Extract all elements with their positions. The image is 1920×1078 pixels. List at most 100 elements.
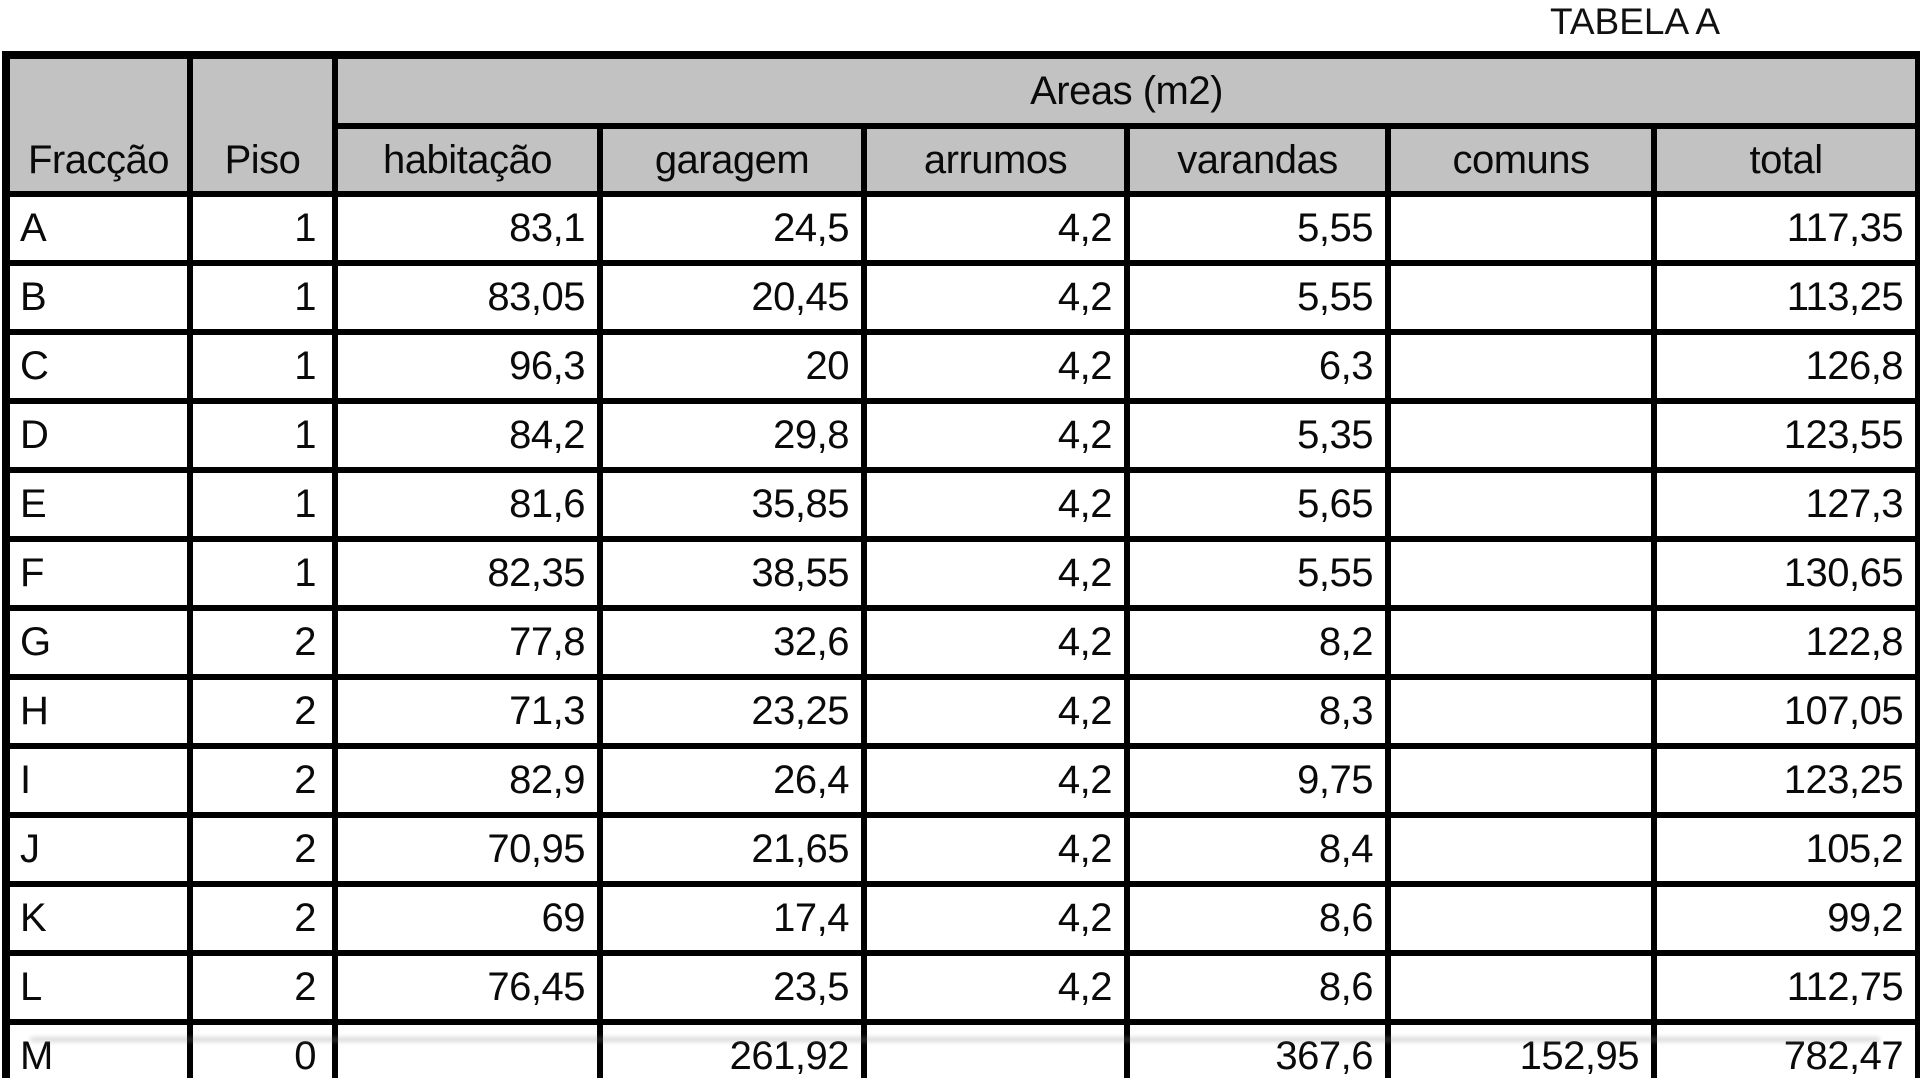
cell-total: 782,47 bbox=[1650, 1019, 1920, 1078]
table-row: K 2 69 17,4 4,2 8,6 99,2 bbox=[3, 881, 1920, 956]
cell-piso: 2 bbox=[187, 743, 338, 818]
cell-varandas: 5,65 bbox=[1124, 467, 1391, 542]
cell-piso: 1 bbox=[187, 260, 338, 335]
cell-comuns bbox=[1385, 329, 1657, 404]
table-row: D 1 84,2 29,8 4,2 5,35 123,55 bbox=[3, 398, 1920, 473]
cell-varandas: 5,55 bbox=[1124, 260, 1391, 335]
column-header-habitacao: habitação bbox=[332, 123, 603, 197]
cell-arrumos: 4,2 bbox=[861, 881, 1130, 956]
scan-artifact bbox=[30, 1037, 1880, 1042]
cell-fraccao: G bbox=[3, 605, 193, 680]
cell-total: 112,75 bbox=[1650, 950, 1920, 1025]
cell-habitacao: 69 bbox=[332, 881, 603, 956]
table-row: J 2 70,95 21,65 4,2 8,4 105,2 bbox=[3, 812, 1920, 887]
cell-garagem: 261,92 bbox=[597, 1019, 867, 1078]
cell-fraccao: F bbox=[3, 536, 193, 611]
cell-piso: 1 bbox=[187, 398, 338, 473]
cell-total: 99,2 bbox=[1650, 881, 1920, 956]
cell-total: 107,05 bbox=[1650, 674, 1920, 749]
cell-varandas: 6,3 bbox=[1124, 329, 1391, 404]
cell-piso: 1 bbox=[187, 329, 338, 404]
cell-comuns bbox=[1385, 398, 1657, 473]
table-row: M 0 261,92 367,6 152,95 782,47 bbox=[3, 1019, 1920, 1078]
cell-habitacao: 77,8 bbox=[332, 605, 603, 680]
cell-garagem: 24,5 bbox=[597, 191, 867, 266]
cell-varandas: 5,55 bbox=[1124, 536, 1391, 611]
column-header-total: total bbox=[1650, 123, 1920, 197]
cell-total: 123,25 bbox=[1650, 743, 1920, 818]
cell-piso: 1 bbox=[187, 467, 338, 542]
cell-total: 105,2 bbox=[1650, 812, 1920, 887]
column-header-arrumos: arrumos bbox=[861, 123, 1130, 197]
cell-arrumos: 4,2 bbox=[861, 743, 1130, 818]
cell-arrumos: 4,2 bbox=[861, 536, 1130, 611]
column-header-comuns: comuns bbox=[1385, 123, 1657, 197]
cell-total: 126,8 bbox=[1650, 329, 1920, 404]
cell-varandas: 8,2 bbox=[1124, 605, 1391, 680]
cell-habitacao: 82,35 bbox=[332, 536, 603, 611]
cell-fraccao: C bbox=[3, 329, 193, 404]
table-row: H 2 71,3 23,25 4,2 8,3 107,05 bbox=[3, 674, 1920, 749]
cell-habitacao: 71,3 bbox=[332, 674, 603, 749]
table-row: L 2 76,45 23,5 4,2 8,6 112,75 bbox=[3, 950, 1920, 1025]
cell-arrumos: 4,2 bbox=[861, 260, 1130, 335]
cell-piso: 1 bbox=[187, 191, 338, 266]
cell-piso: 2 bbox=[187, 812, 338, 887]
cell-varandas: 8,6 bbox=[1124, 950, 1391, 1025]
table-row: G 2 77,8 32,6 4,2 8,2 122,8 bbox=[3, 605, 1920, 680]
cell-garagem: 35,85 bbox=[597, 467, 867, 542]
cell-garagem: 21,65 bbox=[597, 812, 867, 887]
cell-piso: 2 bbox=[187, 881, 338, 956]
cell-garagem: 29,8 bbox=[597, 398, 867, 473]
cell-varandas: 9,75 bbox=[1124, 743, 1391, 818]
cell-varandas: 8,4 bbox=[1124, 812, 1391, 887]
cell-habitacao: 76,45 bbox=[332, 950, 603, 1025]
areas-table: Fracção Piso Areas (m2) habitação garage… bbox=[2, 51, 1920, 1078]
cell-fraccao: A bbox=[3, 191, 193, 266]
cell-fraccao: H bbox=[3, 674, 193, 749]
cell-garagem: 38,55 bbox=[597, 536, 867, 611]
cell-piso: 2 bbox=[187, 950, 338, 1025]
column-header-row: habitação garagem arrumos varandas comun… bbox=[6, 123, 1920, 197]
cell-arrumos: 4,2 bbox=[861, 329, 1130, 404]
cell-varandas: 5,55 bbox=[1124, 191, 1391, 266]
cell-varandas: 5,35 bbox=[1124, 398, 1391, 473]
cell-garagem: 23,5 bbox=[597, 950, 867, 1025]
cell-fraccao: L bbox=[3, 950, 193, 1025]
cell-piso: 0 bbox=[187, 1019, 338, 1078]
cell-fraccao: J bbox=[3, 812, 193, 887]
cell-habitacao: 83,05 bbox=[332, 260, 603, 335]
table-row: C 1 96,3 20 4,2 6,3 126,8 bbox=[3, 329, 1920, 404]
cell-comuns bbox=[1385, 812, 1657, 887]
cell-habitacao: 96,3 bbox=[332, 329, 603, 404]
cell-arrumos bbox=[861, 1019, 1130, 1078]
cell-fraccao: D bbox=[3, 398, 193, 473]
cell-arrumos: 4,2 bbox=[861, 191, 1130, 266]
cell-arrumos: 4,2 bbox=[861, 674, 1130, 749]
table-row: F 1 82,35 38,55 4,2 5,55 130,65 bbox=[3, 536, 1920, 611]
cell-arrumos: 4,2 bbox=[861, 812, 1130, 887]
cell-garagem: 26,4 bbox=[597, 743, 867, 818]
table-title: TABELA A bbox=[1549, 1, 1721, 42]
cell-comuns bbox=[1385, 605, 1657, 680]
cell-habitacao: 70,95 bbox=[332, 812, 603, 887]
table-row: B 1 83,05 20,45 4,2 5,55 113,25 bbox=[3, 260, 1920, 335]
cell-habitacao: 84,2 bbox=[332, 398, 603, 473]
cell-total: 117,35 bbox=[1650, 191, 1920, 266]
group-header-areas: Areas (m2) bbox=[331, 52, 1920, 129]
cell-arrumos: 4,2 bbox=[861, 467, 1130, 542]
cell-piso: 1 bbox=[187, 536, 338, 611]
cell-arrumos: 4,2 bbox=[861, 950, 1130, 1025]
cell-arrumos: 4,2 bbox=[861, 605, 1130, 680]
column-header-piso: Piso bbox=[187, 52, 338, 197]
cell-comuns bbox=[1385, 191, 1657, 266]
cell-varandas: 8,3 bbox=[1124, 674, 1391, 749]
cell-fraccao: I bbox=[3, 743, 193, 818]
cell-varandas: 8,6 bbox=[1124, 881, 1391, 956]
cell-habitacao: 83,1 bbox=[332, 191, 603, 266]
cell-comuns bbox=[1385, 743, 1657, 818]
cell-total: 122,8 bbox=[1650, 605, 1920, 680]
cell-comuns: 152,95 bbox=[1385, 1019, 1657, 1078]
cell-piso: 2 bbox=[187, 605, 338, 680]
